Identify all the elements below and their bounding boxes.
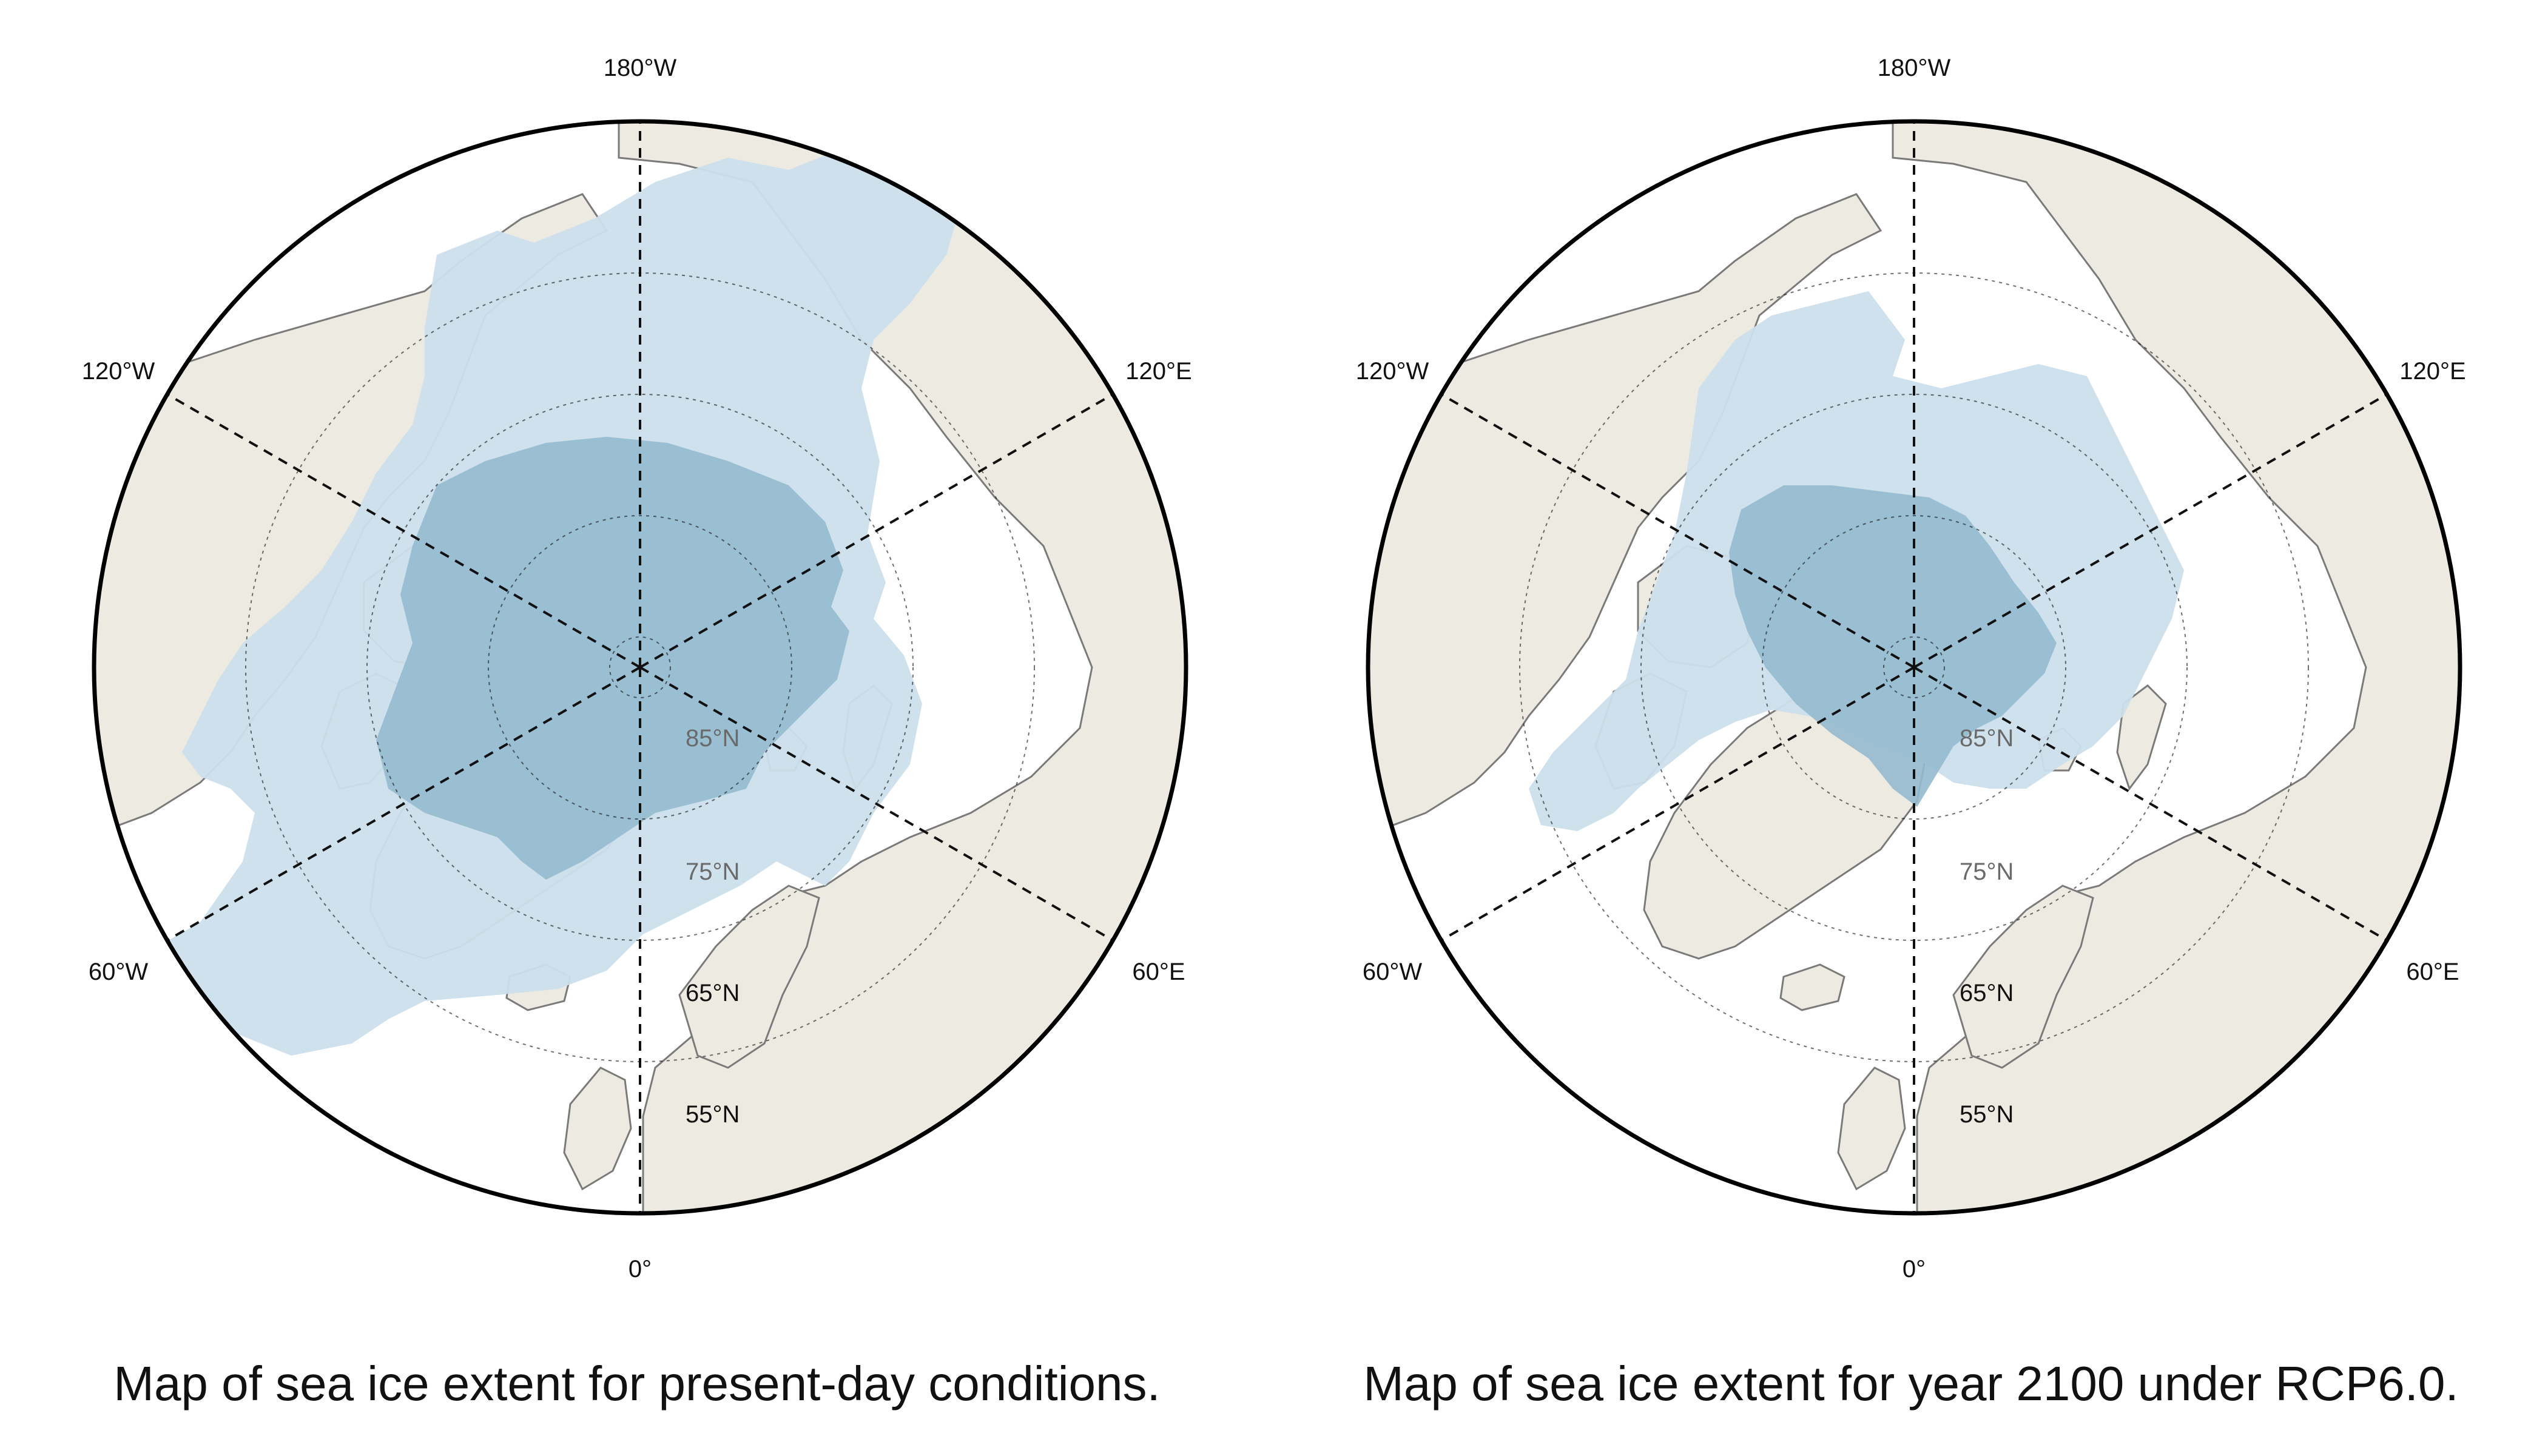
latitude-label: 75°N <box>1960 858 2014 885</box>
longitude-label: 120°W <box>1356 358 1429 385</box>
latitude-circle <box>1762 515 2066 820</box>
meridian-line <box>1440 393 1915 669</box>
longitude-label: 60°E <box>2406 959 2459 985</box>
latitude-label: 55°N <box>1960 1101 2014 1128</box>
latitude-circle <box>366 394 914 941</box>
meridian-line <box>166 666 641 942</box>
land-british-isles <box>563 1067 632 1191</box>
land-scandinavia <box>678 885 820 1069</box>
land-british-isles <box>1837 1067 1906 1191</box>
meridian-line <box>639 393 1114 669</box>
meridian-line <box>166 393 641 669</box>
map-boundary <box>92 119 1188 1216</box>
polar-map-present: 85°N 75°N 65°N 55°N 180°W 120°E 60°E 0° 60°W 120… <box>82 55 1192 1282</box>
meridian-line <box>1913 393 2388 669</box>
map-panel-2100: 85°N 75°N 65°N 55°N 180°W 120°E 60°E 0° 60°W 120… <box>1274 0 2548 1456</box>
latitude-label: 65°N <box>1960 980 2014 1006</box>
map-panel-present: 85°N 75°N 65°N 55°N 180°W 120°E 60°E 0° 60°W 120… <box>82 55 1192 1410</box>
longitude-label: 0° <box>1903 1256 1926 1282</box>
longitude-label: 180°W <box>604 55 677 81</box>
latitude-label: 85°N <box>686 725 740 752</box>
land-iceland <box>1779 963 1845 1011</box>
latitude-labels: 85°N 75°N 65°N 55°N <box>1960 725 2014 1128</box>
latitude-labels: 85°N 75°N 65°N 55°N <box>686 725 740 1128</box>
longitude-labels: 180°W 120°E 60°E 0° 60°W 120°W <box>82 55 1192 1282</box>
longitude-label: 60°E <box>1132 959 1185 985</box>
meridian-line <box>639 666 1114 942</box>
land-novaya-zemlya <box>2116 684 2167 791</box>
longitude-labels: 180°W 120°E 60°E 0° 60°W 120°W <box>1356 55 2466 1282</box>
land-scandinavia <box>1952 885 2094 1069</box>
longitude-label: 120°W <box>82 358 155 385</box>
sea-ice-concentrated <box>376 437 849 880</box>
latitude-label: 75°N <box>686 858 740 885</box>
graticule <box>166 121 1114 1213</box>
latitude-circle <box>609 636 671 698</box>
latitude-label: 55°N <box>686 1101 740 1128</box>
longitude-label: 60°W <box>89 959 148 985</box>
longitude-label: 60°W <box>1363 959 1422 985</box>
latitude-label: 85°N <box>1960 725 2014 752</box>
latitude-label: 65°N <box>686 980 740 1006</box>
latitude-circle <box>1640 394 2188 941</box>
polar-map-2100: 85°N 75°N 65°N 55°N 180°W 120°E 60°E 0° 60°W 120… <box>1356 55 2466 1282</box>
latitude-circle <box>1883 636 1945 698</box>
meridian-line <box>1440 666 1915 942</box>
graticule <box>1440 121 2388 1213</box>
latitude-circle <box>488 515 792 820</box>
meridian-line <box>1913 666 2388 942</box>
map-caption-2100: Map of sea ice extent for year 2100 unde… <box>1363 1357 2459 1410</box>
map-boundary <box>1366 119 2462 1216</box>
longitude-label: 180°W <box>1878 55 1951 81</box>
longitude-label: 120°E <box>1125 358 1191 385</box>
longitude-label: 120°E <box>2399 358 2465 385</box>
map-caption-present: Map of sea ice extent for present-day co… <box>113 1357 1161 1410</box>
longitude-label: 0° <box>629 1256 652 1282</box>
